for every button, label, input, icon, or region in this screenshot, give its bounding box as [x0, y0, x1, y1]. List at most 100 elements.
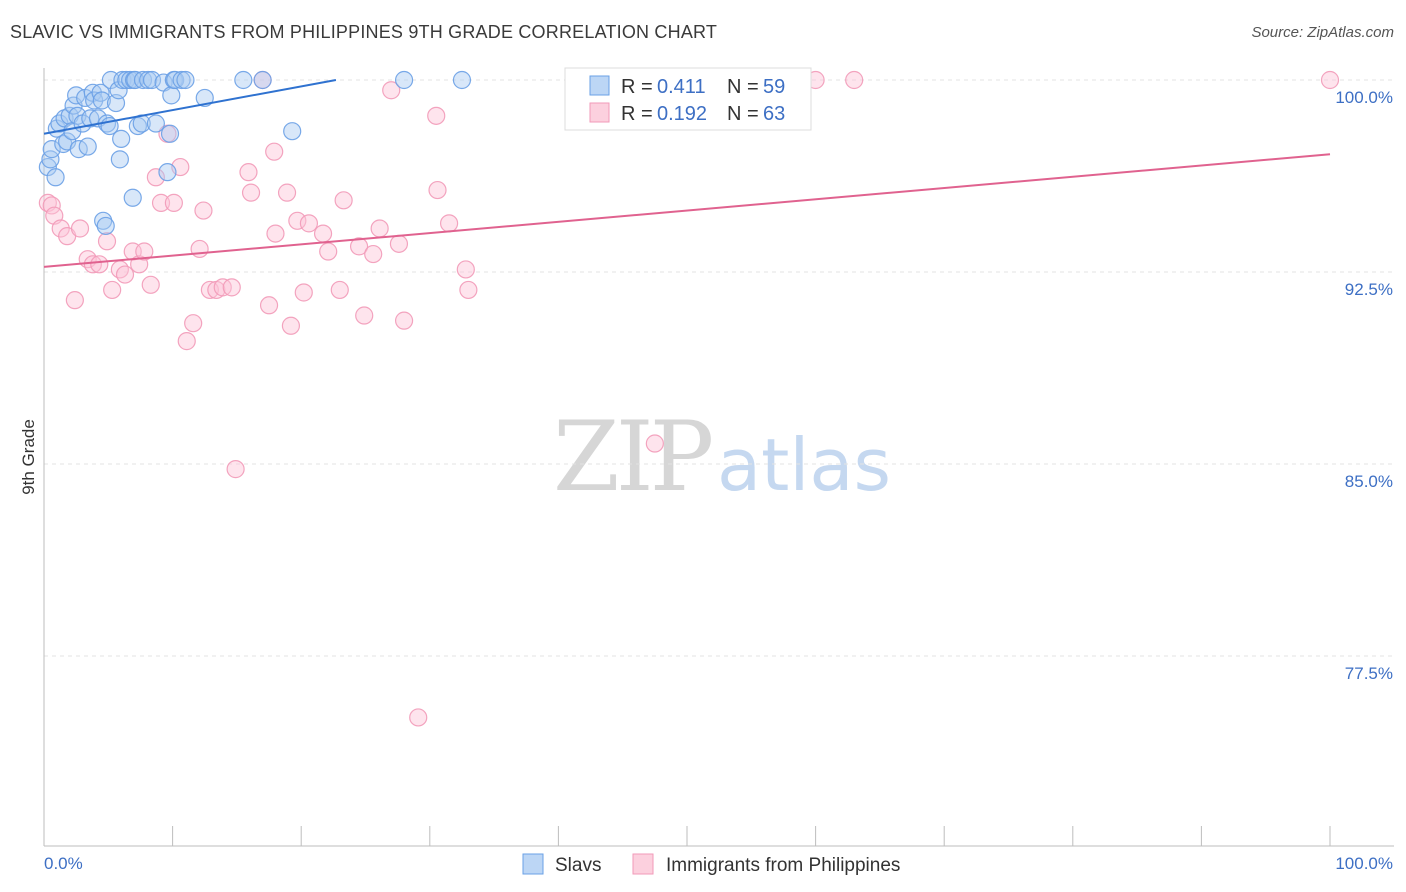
- slavs-point-23: [92, 91, 111, 110]
- phil-point-9: [90, 255, 109, 274]
- slavs-point-17: [78, 137, 97, 156]
- bottom-legend-label-phil: Immigrants from Philippines: [666, 855, 900, 876]
- phil-point-6: [70, 219, 90, 238]
- legend-r-value-slavs: 0.411: [657, 76, 706, 98]
- series-philippines-points: [38, 70, 1340, 727]
- slavs-point-57: [394, 70, 414, 90]
- slavs-point-48: [162, 86, 181, 105]
- slavs-point-30: [109, 81, 128, 100]
- y-tick-labels: 100.0% 92.5% 85.0% 77.5%: [1335, 88, 1393, 683]
- phil-point-13: [115, 265, 135, 284]
- phil-point-39: [281, 316, 301, 335]
- phil-point-47: [349, 237, 369, 256]
- phil-point-51: [382, 81, 401, 100]
- phil-point-36: [265, 142, 284, 161]
- phil-point-19: [151, 193, 171, 212]
- phil-point-44: [319, 242, 338, 261]
- slavs-point-55: [253, 70, 272, 90]
- phil-point-46: [334, 191, 353, 210]
- trend-line-slavs: [43, 79, 337, 135]
- slavs-point-46: [158, 163, 177, 182]
- phil-point-25: [190, 239, 209, 259]
- phil-point-58: [456, 260, 475, 279]
- slavs-point-24: [94, 211, 113, 230]
- trend-lines: [43, 79, 1331, 268]
- y-tick-label-0: 100.0%: [1335, 88, 1393, 107]
- legend-n-label-phil: N =: [727, 103, 759, 125]
- bottom-legend-label-slavs: Slavs: [555, 855, 601, 876]
- phil-point-56: [428, 180, 447, 200]
- phil-point-18: [146, 168, 165, 187]
- slavs-point-50: [166, 70, 185, 90]
- slavs-point-43: [142, 70, 162, 90]
- phil-point-31: [226, 460, 245, 479]
- slavs-point-54: [234, 70, 253, 90]
- phil-point-50: [370, 219, 389, 238]
- legend-r-label-phil: R =: [621, 103, 653, 125]
- legend-box: R = 0.411 N = 59 R = 0.192 N = 63: [564, 67, 812, 131]
- slavs-point-32: [112, 129, 131, 148]
- phil-point-10: [97, 232, 117, 251]
- phil-point-53: [394, 311, 414, 330]
- phil-point-35: [259, 296, 279, 315]
- y-tick-label-1: 92.5%: [1345, 280, 1393, 299]
- slavs-point-3: [46, 168, 65, 187]
- legend-r-value-phil: 0.192: [657, 103, 707, 125]
- phil-point-33: [241, 183, 261, 202]
- bottom-legend: Slavs Immigrants from Philippines: [522, 853, 900, 876]
- slavs-point-56: [283, 122, 302, 141]
- phil-point-32: [239, 163, 258, 182]
- slavs-point-22: [91, 83, 110, 102]
- phil-point-5: [65, 291, 84, 310]
- watermark-atlas: atlas: [717, 423, 891, 507]
- phil-point-63: [1320, 70, 1340, 90]
- phil-point-26: [194, 201, 213, 220]
- source-label: Source: ZipAtlas.com: [1251, 24, 1394, 41]
- slavs-point-52: [176, 70, 195, 90]
- slavs-point-2: [42, 140, 61, 159]
- legend-n-value-phil: 63: [763, 103, 785, 125]
- slavs-point-31: [110, 150, 129, 169]
- phil-point-38: [277, 183, 297, 202]
- slavs-point-35: [121, 70, 140, 90]
- phil-point-54: [409, 708, 428, 727]
- phil-point-30: [222, 278, 241, 297]
- phil-point-48: [355, 306, 374, 325]
- phil-point-11: [103, 280, 122, 300]
- legend-swatch-slavs: [589, 75, 610, 96]
- slavs-point-42: [139, 70, 158, 90]
- phil-point-42: [299, 214, 319, 233]
- phil-point-62: [845, 70, 864, 90]
- phil-point-43: [313, 224, 333, 243]
- phil-point-37: [266, 224, 285, 243]
- phil-point-60: [645, 434, 664, 453]
- slavs-point-18: [81, 109, 100, 128]
- x-tick-label-min: 0.0%: [44, 854, 83, 873]
- phil-point-45: [330, 280, 349, 300]
- phil-point-40: [288, 211, 307, 230]
- slavs-point-36: [123, 188, 142, 207]
- y-tick-label-3: 77.5%: [1345, 664, 1393, 683]
- phil-point-41: [294, 283, 313, 302]
- slavs-point-25: [96, 216, 115, 236]
- legend-swatch-phil: [589, 102, 610, 123]
- phil-point-24: [184, 314, 203, 333]
- phil-point-59: [459, 280, 478, 300]
- bottom-legend-swatch-phil: [632, 853, 654, 875]
- phil-point-17: [141, 275, 160, 294]
- slavs-point-44: [146, 114, 165, 133]
- series-slavs-points: [38, 70, 472, 236]
- x-tick-label-max: 100.0%: [1335, 854, 1393, 873]
- watermark-zip: ZIP: [553, 401, 712, 513]
- chart-title: SLAVIC VS IMMIGRANTS FROM PHILIPPINES 9T…: [10, 22, 718, 42]
- phil-point-23: [177, 332, 196, 351]
- phil-point-55: [427, 106, 446, 125]
- slavs-point-51: [172, 70, 191, 90]
- y-axis-label: 9th Grade: [19, 419, 38, 495]
- legend-n-label-slavs: N =: [727, 76, 759, 98]
- slavs-point-58: [452, 70, 472, 90]
- y-tick-label-2: 85.0%: [1345, 472, 1393, 491]
- trend-line-philippines: [43, 153, 1331, 268]
- axes: [43, 68, 1394, 847]
